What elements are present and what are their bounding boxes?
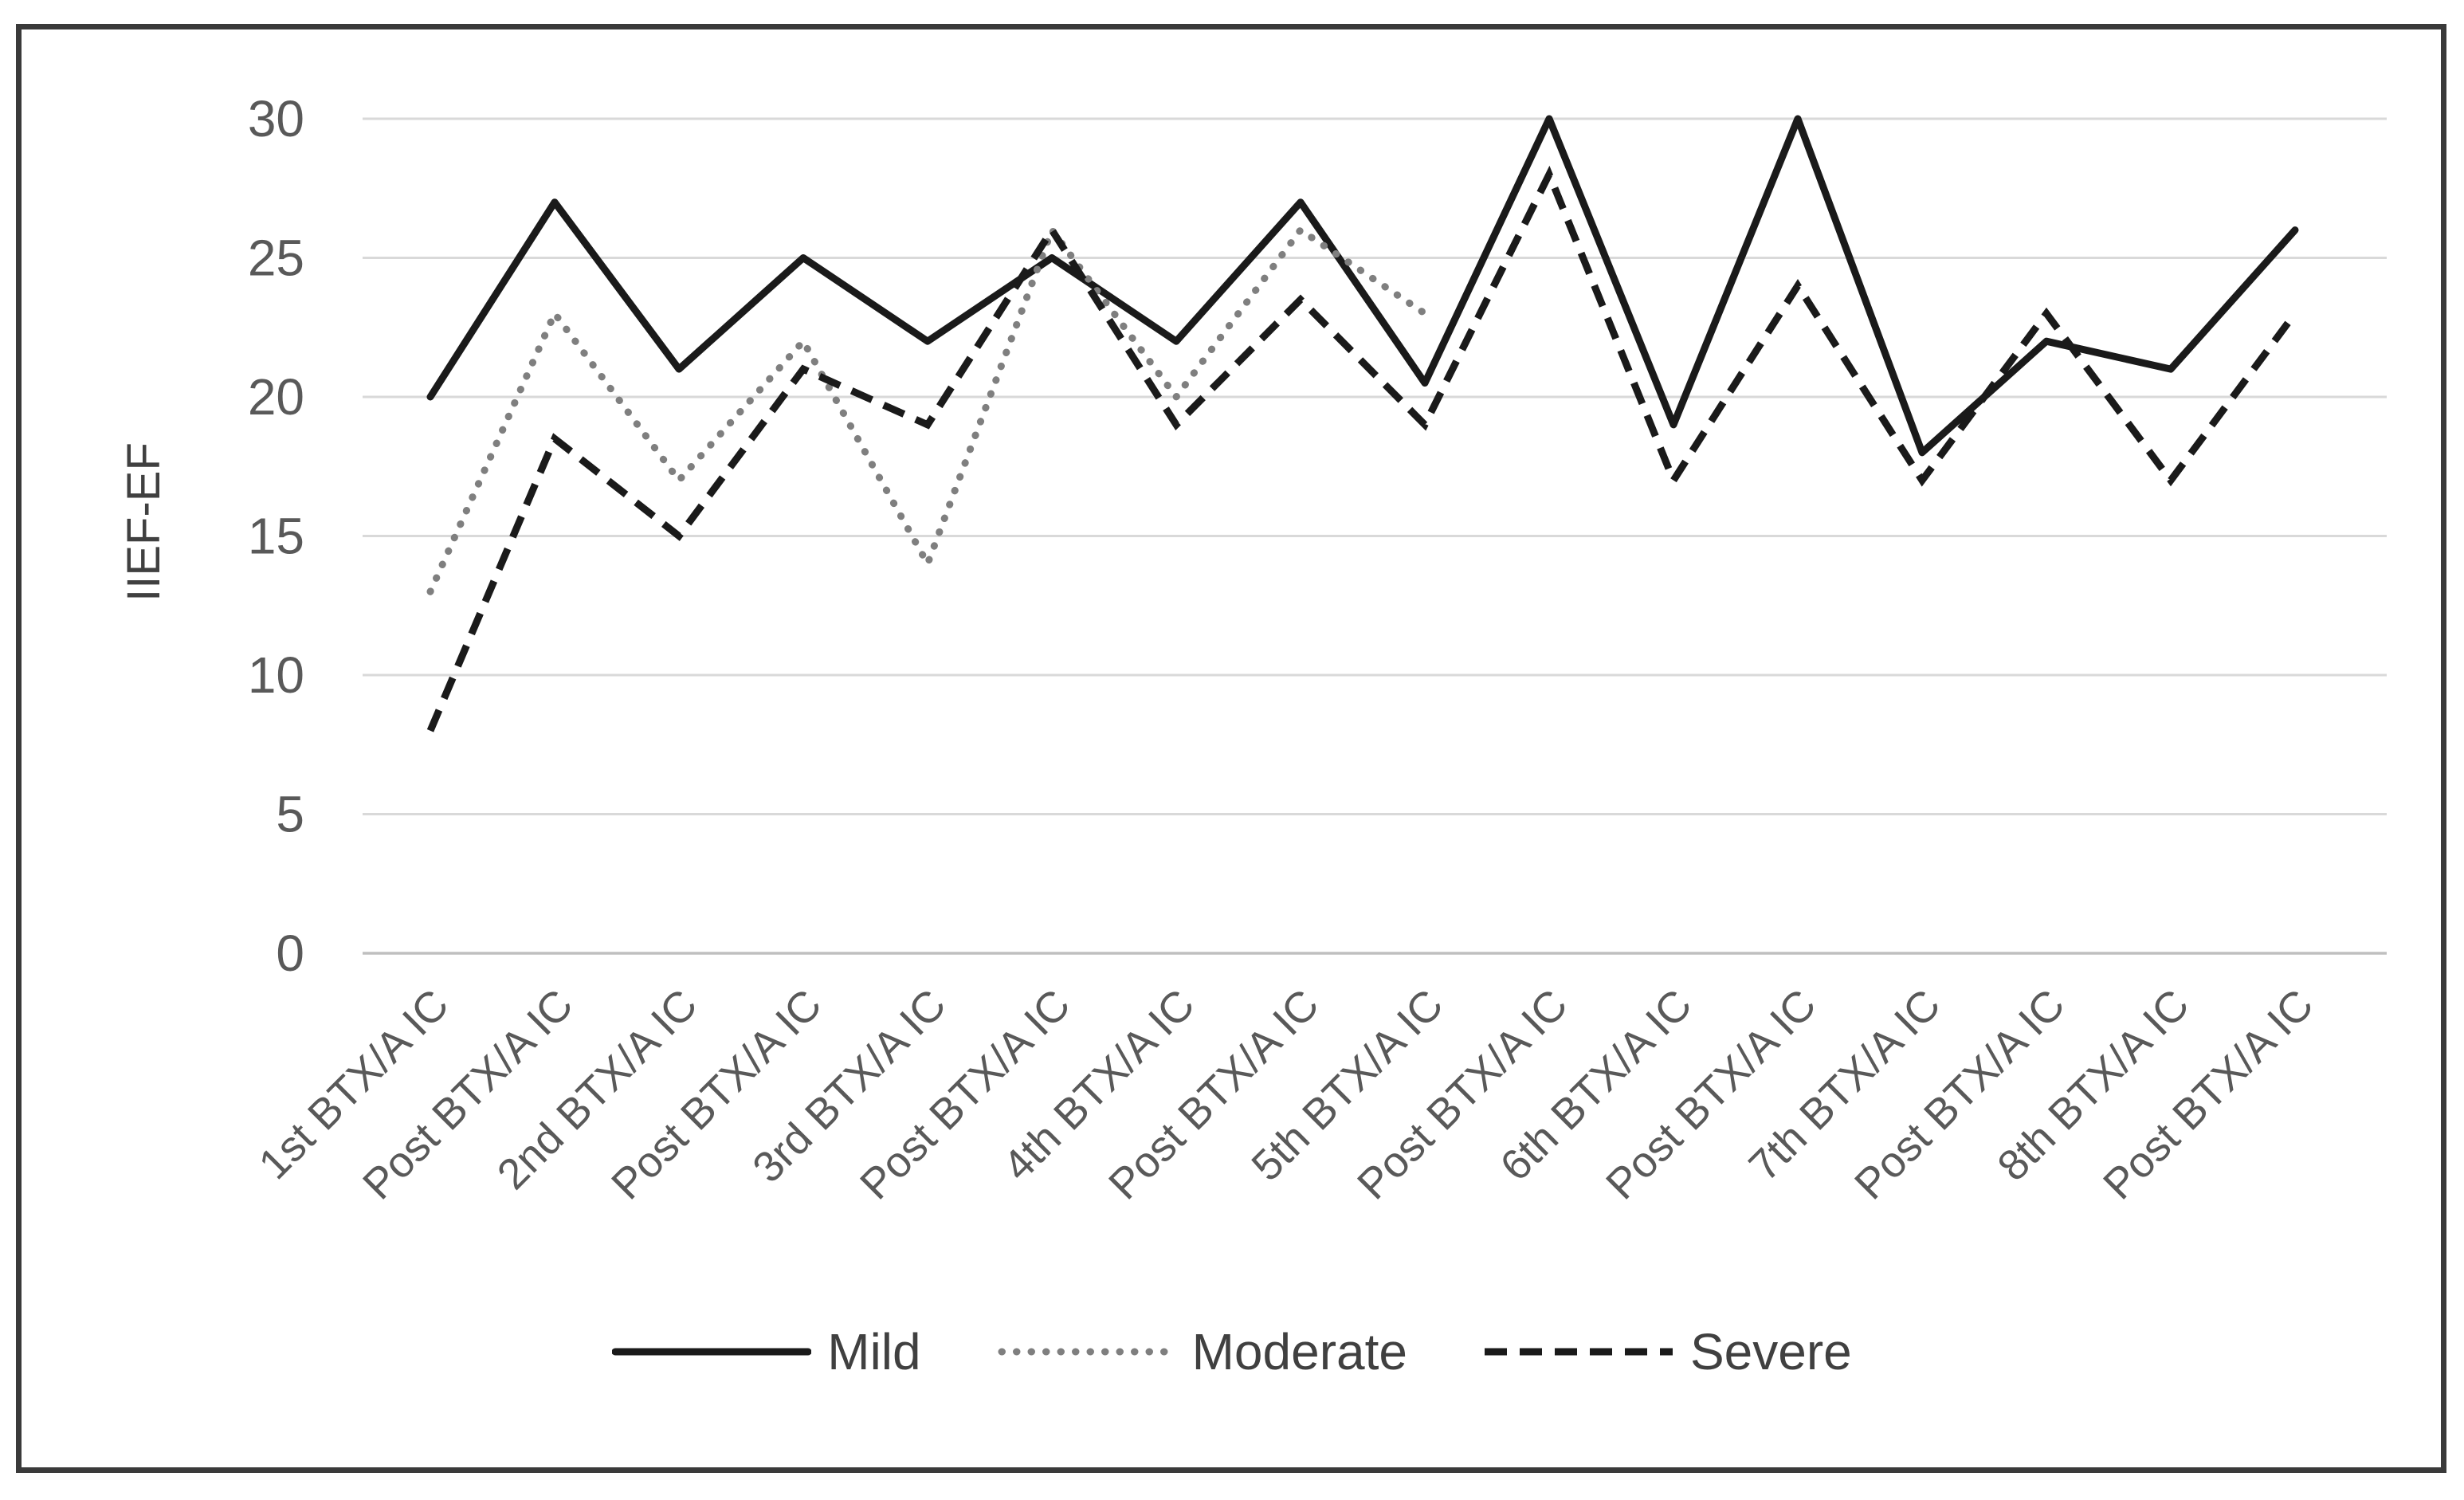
x-category-label: Post BTX/A IC — [602, 980, 830, 1208]
y-tick-label: 15 — [248, 508, 304, 565]
y-tick-label: 25 — [248, 230, 304, 287]
chart-legend: Mild Moderate Severe — [0, 1326, 2464, 1377]
y-tick-label: 5 — [276, 786, 304, 843]
y-tick-labels: 0 5 10 15 20 25 30 — [248, 90, 304, 982]
gridlines-group — [363, 117, 2387, 955]
severe-dashed-line-icon — [1484, 1348, 1673, 1356]
figure-border — [16, 24, 2446, 1473]
y-tick-label: 30 — [248, 90, 304, 147]
legend-label-severe: Severe — [1689, 1323, 1852, 1380]
moderate-series-line — [426, 226, 1429, 595]
x-category-label: Post BTX/A IC — [354, 980, 582, 1208]
y-tick-label: 20 — [248, 368, 304, 426]
moderate-dotted-line-icon — [998, 1348, 1175, 1356]
x-category-label: Post BTX/A IC — [1100, 980, 1328, 1208]
legend-item-mild: Mild — [612, 1323, 921, 1380]
y-tick-label: 0 — [276, 925, 304, 982]
legend-item-severe: Severe — [1483, 1326, 1852, 1377]
x-category-label: Post BTX/A IC — [851, 980, 1079, 1208]
legend-label-moderate: Moderate — [1191, 1323, 1407, 1380]
mild-solid-line-icon — [612, 1348, 812, 1356]
y-tick-label: 10 — [248, 646, 304, 704]
x-category-label: Post BTX/A IC — [1348, 980, 1576, 1208]
legend-item-moderate: Moderate — [997, 1326, 1407, 1377]
y-axis-title: IIEF-EF — [118, 442, 170, 602]
x-category-label: Post BTX/A IC — [2094, 980, 2322, 1208]
series-lines-group — [426, 115, 2299, 732]
mild-series-line — [426, 115, 2299, 457]
severe-series-line — [426, 165, 2298, 732]
legend-label-mild: Mild — [827, 1323, 921, 1380]
x-category-label: Post BTX/A IC — [1597, 980, 1825, 1208]
x-category-label: Post BTX/A IC — [1846, 980, 2074, 1208]
